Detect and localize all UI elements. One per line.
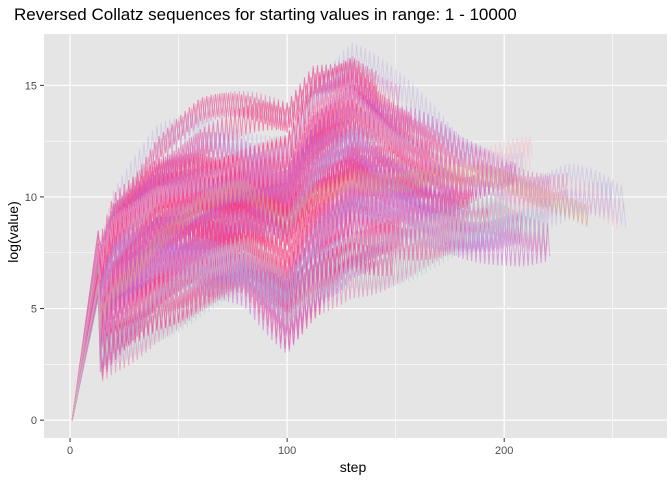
series-line — [71, 191, 509, 421]
x-tick-label: 200 — [495, 445, 513, 457]
series-line — [71, 164, 590, 421]
series-line — [71, 108, 568, 421]
series-line — [71, 189, 627, 421]
series-line — [71, 176, 614, 421]
chart-title: Reversed Collatz sequences for starting … — [14, 5, 517, 24]
x-tick-label: 100 — [278, 445, 296, 457]
series-line — [71, 201, 549, 421]
y-axis-ticks: 0 5 10 15 — [25, 80, 44, 427]
series-line — [71, 189, 438, 421]
y-tick-label: 0 — [31, 415, 37, 427]
series-line — [71, 129, 451, 421]
series-line — [71, 55, 401, 421]
x-axis-title: step — [340, 459, 367, 475]
y-tick-label: 10 — [25, 192, 37, 204]
y-axis-title: log(value) — [5, 201, 21, 262]
y-tick-label: 15 — [25, 80, 37, 92]
series-line — [71, 42, 525, 421]
x-axis-ticks: 0 100 200 — [67, 438, 513, 457]
series-lines — [71, 42, 627, 421]
x-tick-label: 0 — [67, 445, 73, 457]
series-line — [71, 198, 551, 421]
series-line — [71, 85, 533, 421]
series-line — [71, 87, 514, 421]
y-tick-label: 5 — [31, 304, 37, 316]
series-line — [71, 111, 551, 421]
series-line — [71, 185, 551, 421]
series-line — [71, 214, 466, 421]
